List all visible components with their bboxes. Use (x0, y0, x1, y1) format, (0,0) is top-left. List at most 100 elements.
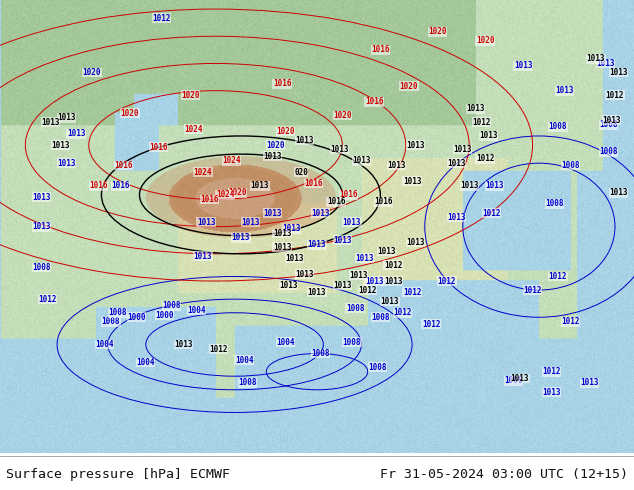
Text: 1012: 1012 (548, 272, 567, 281)
Text: 1013: 1013 (67, 129, 86, 138)
Text: 1013: 1013 (542, 388, 561, 396)
Text: 1013: 1013 (273, 243, 292, 251)
Text: 1013: 1013 (295, 136, 314, 145)
Text: 1016: 1016 (111, 181, 130, 190)
Text: Surface pressure [hPa] ECMWF: Surface pressure [hPa] ECMWF (6, 468, 230, 481)
Text: Fr 31-05-2024 03:00 UTC (12+15): Fr 31-05-2024 03:00 UTC (12+15) (380, 468, 628, 481)
Text: 1013: 1013 (355, 254, 374, 263)
Text: 1020: 1020 (428, 27, 447, 36)
Text: 1012: 1012 (393, 308, 412, 317)
Text: 1013: 1013 (447, 159, 466, 168)
Text: 1013: 1013 (485, 181, 504, 190)
Text: 1016: 1016 (149, 143, 168, 152)
Text: 1013: 1013 (57, 159, 76, 168)
Text: 1024: 1024 (184, 124, 203, 134)
Text: 1020: 1020 (476, 36, 495, 45)
Text: 1013: 1013 (514, 61, 533, 70)
Text: 1013: 1013 (453, 145, 472, 154)
Text: 1004: 1004 (136, 358, 155, 367)
Text: 1016: 1016 (200, 195, 219, 204)
Text: 1013: 1013 (51, 141, 70, 149)
Text: 1016: 1016 (89, 181, 108, 190)
Text: 1013: 1013 (609, 68, 628, 77)
Text: 1013: 1013 (263, 152, 282, 161)
Text: 1013: 1013 (466, 104, 485, 113)
Text: 1013: 1013 (197, 218, 216, 226)
Text: 1013: 1013 (193, 251, 212, 261)
Text: 1008: 1008 (108, 308, 127, 317)
Text: 1012: 1012 (472, 118, 491, 127)
Text: 1016: 1016 (374, 197, 393, 206)
Text: 1013: 1013 (333, 236, 352, 245)
Text: 1016: 1016 (114, 161, 133, 170)
Text: 1013: 1013 (380, 297, 399, 306)
Text: 1012: 1012 (384, 261, 403, 270)
Text: 1008: 1008 (599, 147, 618, 156)
Text: 1013: 1013 (406, 141, 425, 149)
Text: 1020: 1020 (181, 91, 200, 99)
Ellipse shape (146, 156, 336, 238)
Text: 1012: 1012 (422, 319, 441, 329)
Text: 1013: 1013 (365, 276, 384, 286)
Text: 1012: 1012 (476, 154, 495, 163)
Text: 1012: 1012 (358, 286, 377, 294)
Text: 1013: 1013 (384, 276, 403, 286)
Text: 1013: 1013 (311, 209, 330, 218)
Text: 1016: 1016 (371, 46, 390, 54)
Text: 1012: 1012 (561, 318, 580, 326)
Text: 1013: 1013 (602, 116, 621, 124)
Text: 1020: 1020 (276, 127, 295, 136)
Text: 1016: 1016 (365, 98, 384, 106)
Text: 1020: 1020 (228, 188, 247, 197)
Text: 1020: 1020 (399, 82, 418, 91)
Text: 1008: 1008 (162, 301, 181, 311)
Text: 1008: 1008 (504, 376, 523, 385)
Text: 1020: 1020 (333, 111, 352, 120)
Text: 1012: 1012 (482, 209, 501, 218)
Text: 1008: 1008 (32, 263, 51, 272)
Text: 1004: 1004 (95, 340, 114, 349)
Text: 1008: 1008 (548, 122, 567, 131)
Text: 1013: 1013 (352, 156, 371, 166)
Text: 1013: 1013 (460, 181, 479, 190)
Text: 1000: 1000 (155, 311, 174, 319)
Text: 1013: 1013 (479, 131, 498, 141)
Text: 1016: 1016 (273, 79, 292, 88)
Text: 1008: 1008 (371, 313, 390, 322)
Text: 1008: 1008 (342, 338, 361, 347)
Text: 1008: 1008 (346, 304, 365, 313)
Text: 1013: 1013 (387, 161, 406, 170)
Text: 1013: 1013 (279, 281, 298, 290)
Text: 1013: 1013 (403, 177, 422, 186)
Text: 1013: 1013 (342, 218, 361, 226)
Text: 1013: 1013 (273, 229, 292, 238)
Text: 1008: 1008 (599, 120, 618, 129)
Text: 1013: 1013 (447, 213, 466, 222)
Text: 1012: 1012 (152, 14, 171, 23)
Text: 1012: 1012 (38, 294, 57, 304)
Text: 1004: 1004 (187, 306, 206, 315)
Text: 1013: 1013 (555, 86, 574, 95)
Text: 1013: 1013 (586, 54, 605, 63)
Text: 1012: 1012 (523, 286, 542, 294)
Text: 1024: 1024 (222, 156, 241, 166)
Text: 1013: 1013 (377, 247, 396, 256)
Text: 1013: 1013 (32, 193, 51, 202)
Text: 1013: 1013 (596, 59, 615, 68)
Text: 1013: 1013 (333, 281, 352, 290)
Text: 1013: 1013 (282, 224, 301, 233)
Text: 1013: 1013 (263, 209, 282, 218)
Text: 1024: 1024 (193, 168, 212, 177)
Text: 1020: 1020 (82, 68, 101, 77)
Text: 1013: 1013 (510, 374, 529, 383)
Text: 1008: 1008 (368, 363, 387, 371)
Text: 1016: 1016 (339, 191, 358, 199)
Text: 1013: 1013 (307, 288, 327, 297)
Text: 1013: 1013 (285, 254, 304, 263)
Text: 1008: 1008 (545, 199, 564, 208)
Text: 1012: 1012 (542, 367, 561, 376)
Text: 1000: 1000 (127, 313, 146, 322)
Text: 1013: 1013 (250, 181, 269, 190)
Text: 1008: 1008 (311, 349, 330, 358)
Text: 1013: 1013 (609, 188, 628, 197)
